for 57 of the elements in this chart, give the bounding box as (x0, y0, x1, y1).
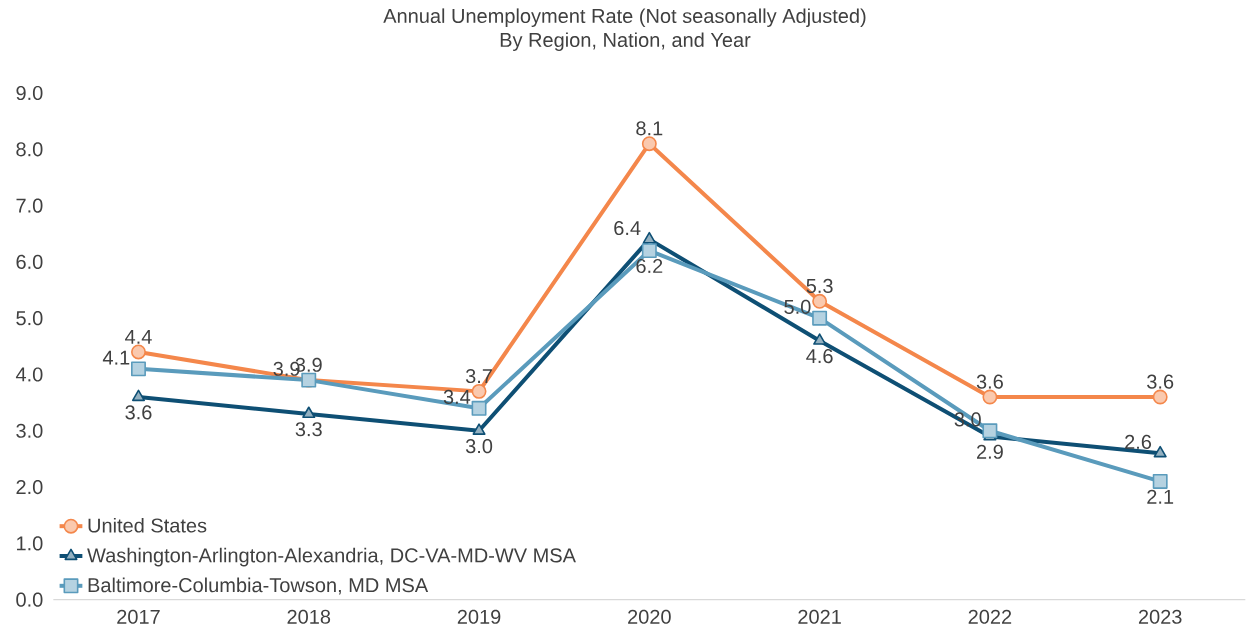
data-label: 5.3 (806, 278, 833, 294)
x-tick-label: 2017 (117, 609, 160, 624)
data-label: 2.9 (977, 444, 1003, 459)
point (641, 243, 657, 259)
data-label: 3.3 (295, 422, 322, 437)
point (131, 344, 146, 360)
y-tick-label: 2.0 (16, 479, 43, 495)
data-label: 8.1 (636, 121, 663, 136)
data-label: 3.6 (1147, 374, 1174, 389)
y-tick-label: 4.0 (15, 367, 43, 382)
point (471, 383, 487, 399)
x-tick-label: 2018 (287, 609, 331, 624)
point (131, 389, 146, 402)
point (1152, 473, 1168, 489)
point (812, 293, 828, 309)
x-tick-label: 2022 (968, 609, 1012, 624)
point (641, 136, 657, 152)
x-tick-label: 2021 (798, 609, 841, 624)
data-label: 4.4 (125, 329, 152, 344)
data-label: 2.1 (1147, 489, 1174, 504)
legend-label: United States (88, 517, 207, 533)
data-label: 3.4 (443, 389, 471, 404)
y-tick-label: 6.0 (16, 254, 43, 269)
data-label: 3.0 (465, 439, 493, 454)
data-label: 3.0 (954, 412, 981, 427)
point (812, 310, 828, 326)
point (1153, 445, 1167, 458)
point (1152, 389, 1168, 405)
data-label: 2.6 (1125, 434, 1152, 450)
point (982, 389, 998, 405)
data-label: 3.6 (976, 374, 1003, 389)
point (472, 423, 486, 435)
chart-subtitle: By Region, Nation, and Year (500, 32, 751, 52)
point (813, 333, 827, 345)
legend-label: Washington-Arlington-Alexandria, DC-VA-MD-WV MSA (87, 547, 576, 567)
legend-label: Baltimore-Columbia-Towson, MD MSA (88, 577, 429, 595)
y-tick-label: 3.0 (16, 423, 43, 438)
x-tick-label: 2023 (1138, 609, 1182, 624)
y-tick-label: 9.0 (16, 85, 43, 101)
point (302, 406, 316, 419)
point (471, 400, 487, 416)
data-label: 4.1 (102, 350, 130, 365)
data-label: 3.6 (125, 405, 152, 420)
x-tick-label: 2019 (457, 609, 501, 624)
y-tick-label: 8.0 (16, 142, 43, 157)
chart-title: Annual Unemployment Rate (Not seasonally Adjusted) (383, 8, 866, 28)
y-tick-label: 0.0 (16, 592, 43, 607)
point (982, 423, 998, 439)
x-tick-label: 2020 (628, 609, 671, 624)
y-tick-label: 7.0 (16, 198, 43, 213)
data-label: 6.2 (636, 258, 663, 274)
point (131, 361, 146, 377)
y-tick-label: 1.0 (17, 536, 43, 551)
data-label: 4.6 (806, 348, 833, 364)
point (642, 231, 656, 244)
y-tick-label: 5.0 (16, 311, 43, 326)
data-label: 6.4 (614, 220, 641, 236)
